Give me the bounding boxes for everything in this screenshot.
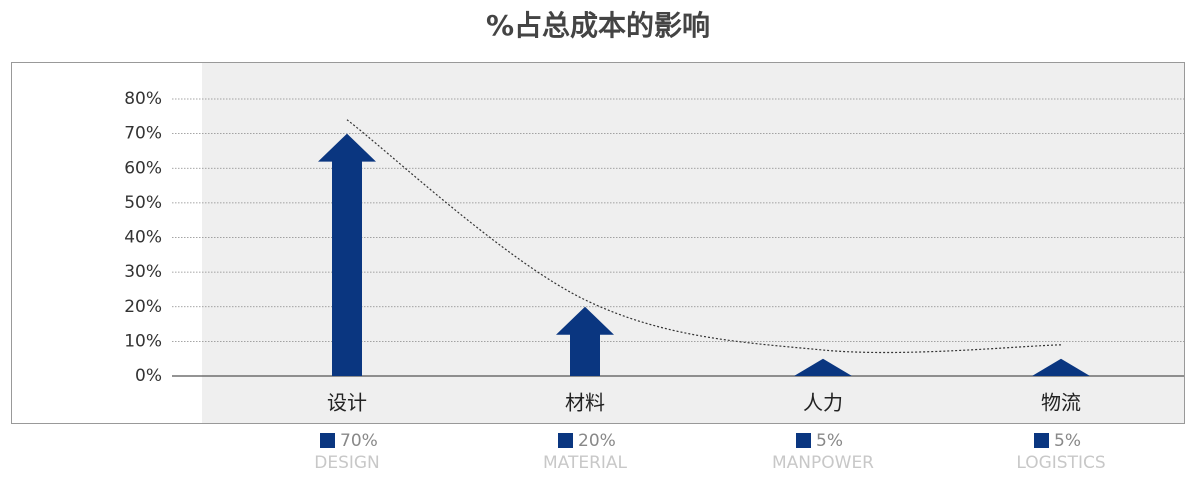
plot-background (202, 63, 1184, 423)
sublabel: LOGISTICS (1016, 453, 1105, 473)
legend-swatch (796, 433, 811, 448)
arrow-bar (318, 133, 376, 376)
legend-swatch (320, 433, 335, 448)
y-tick-label: 20% (124, 297, 162, 317)
y-tick-label: 80% (124, 89, 162, 109)
y-tick-label: 30% (124, 262, 162, 282)
value-label: 70% (340, 431, 378, 451)
value-label: 5% (816, 431, 843, 451)
x-tick-label: 物流 (1041, 391, 1081, 415)
x-tick-label: 设计 (327, 391, 367, 415)
x-tick-label: 人力 (803, 391, 843, 415)
value-label: 5% (1054, 431, 1081, 451)
y-tick-label: 50% (124, 193, 162, 213)
arrow-bar (1032, 358, 1090, 376)
y-tick-label: 40% (124, 228, 162, 248)
legend-swatch (1034, 433, 1049, 448)
sublabel: MANPOWER (772, 453, 874, 473)
y-tick-label: 60% (124, 158, 162, 178)
y-tick-label: 70% (124, 124, 162, 144)
x-tick-label: 材料 (565, 391, 605, 415)
arrow-bar (556, 306, 614, 376)
legend-swatch (558, 433, 573, 448)
value-label: 20% (578, 431, 616, 451)
arrow-bar (794, 358, 852, 376)
sublabel: MATERIAL (543, 453, 628, 473)
y-tick-label: 0% (135, 366, 162, 386)
chart-title: %占总成本的影响 (486, 9, 710, 42)
y-tick-label: 10% (124, 331, 162, 351)
trend-line (346, 119, 1062, 354)
sublabel: DESIGN (314, 453, 380, 473)
